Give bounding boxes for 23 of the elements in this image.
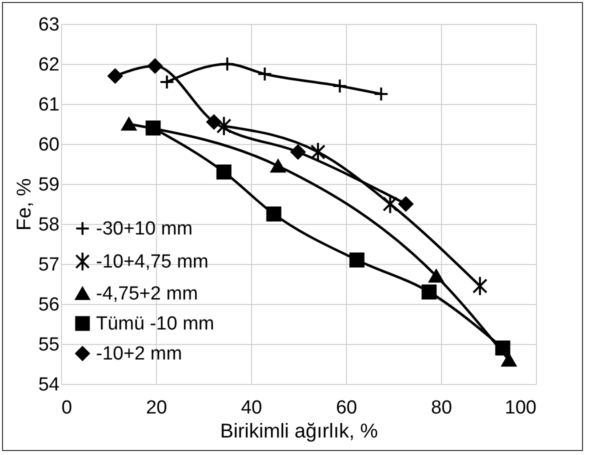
x-tick-label: 80: [430, 398, 452, 418]
legend-label: -10+4,75 mm: [96, 252, 208, 272]
legend-label: -30+10 mm: [96, 218, 193, 240]
legend-label: Tümü -10 mm: [96, 314, 214, 334]
y-tick-label: 58: [38, 214, 60, 236]
legend-label: -4,75+2 mm: [96, 284, 198, 304]
y-tick-label: 57: [38, 254, 60, 276]
y-tick-label: 62: [38, 54, 60, 76]
y-tick-label: 59: [38, 174, 60, 196]
legend-label: -10+2 mm: [96, 344, 182, 364]
x-axis-title: Birikimli ağırlık, %: [220, 420, 378, 442]
x-tick-label: 20: [146, 398, 168, 418]
y-tick-label: 54: [38, 374, 60, 396]
x-tick-label: 0: [62, 398, 72, 418]
y-tick-label: 63: [38, 14, 60, 36]
x-tick-label: 40: [240, 398, 262, 418]
y-tick-label: 55: [38, 334, 60, 356]
y-tick-label: 60: [38, 134, 60, 156]
y-axis-title: Fe, %: [13, 178, 36, 231]
y-tick-label: 56: [38, 294, 60, 316]
x-tick-label: 100: [504, 398, 536, 418]
y-tick-label: 61: [38, 94, 60, 116]
x-tick-label: 60: [336, 398, 358, 418]
